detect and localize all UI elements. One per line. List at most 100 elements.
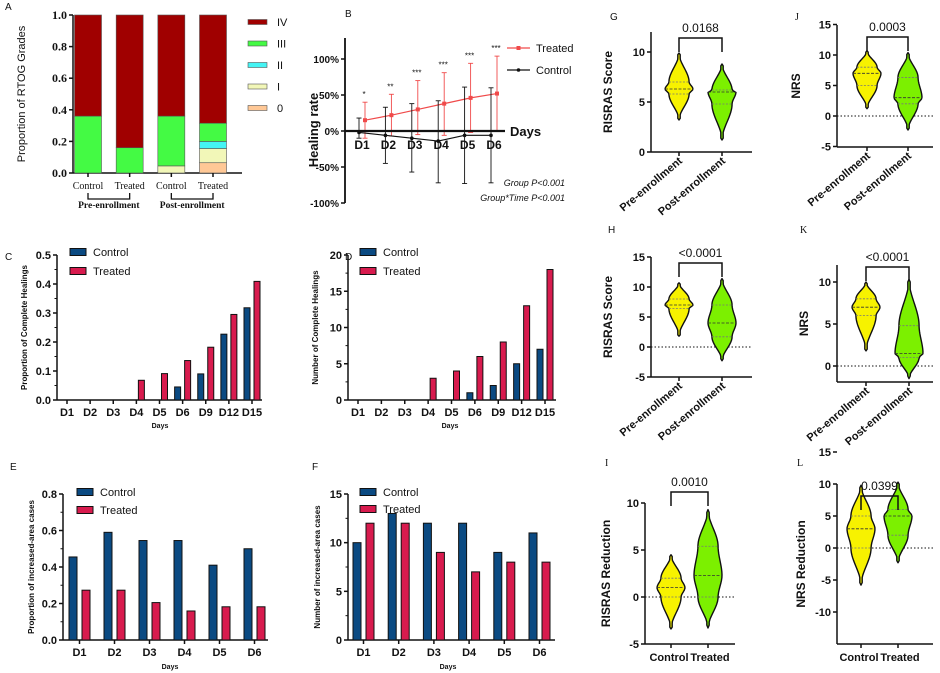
- y-tick-label: 5: [639, 312, 645, 324]
- series-line-control: [358, 131, 491, 142]
- y-tick-label: 10: [819, 479, 831, 491]
- significance-marker: ***: [439, 61, 448, 70]
- panel-letter: I: [605, 458, 608, 469]
- y-tick-label: 0.3: [36, 308, 51, 320]
- y-axis-label: NRS: [789, 73, 803, 98]
- p-value-label: 0.0003: [869, 20, 906, 34]
- y-tick-label: -50%: [316, 163, 339, 174]
- y-tick-label: -5: [821, 142, 831, 154]
- legend-swatch: [247, 40, 268, 47]
- bar-control: [489, 385, 497, 401]
- legend-swatch: [247, 62, 268, 68]
- group-bracket: [87, 193, 131, 200]
- data-point: [436, 139, 441, 143]
- significance-bracket: [670, 491, 709, 506]
- y-tick-label: 0.5: [36, 250, 51, 262]
- bar-treated: [365, 522, 375, 641]
- panel-l: L -10 -5 0 5 10 15 NRS Reduction Control Treated 0…: [794, 447, 933, 664]
- x-tick-label: D4: [129, 407, 144, 419]
- x-tick-label: D3: [407, 138, 423, 152]
- data-point: [415, 107, 420, 112]
- significance-bracket: [865, 266, 910, 281]
- y-tick-label: 10: [819, 277, 831, 289]
- y-axis-label: RISRAS Reduction: [599, 520, 613, 627]
- group-bracket: [170, 193, 214, 200]
- significance-bracket: [678, 37, 723, 52]
- data-point: [442, 101, 447, 106]
- bar-treated: [81, 589, 91, 641]
- y-tick-label: 15: [633, 252, 645, 264]
- y-tick-label: 0: [825, 111, 831, 123]
- x-tick-label: D5: [444, 407, 458, 419]
- bar-control: [466, 392, 474, 401]
- y-tick-label: -5: [821, 575, 831, 587]
- violin-pre: [852, 50, 882, 110]
- x-tick-label: D6: [486, 138, 502, 152]
- bar-treated: [476, 356, 484, 401]
- y-tick-label: 5: [336, 586, 342, 598]
- violin-post: [883, 481, 913, 564]
- bar-treated: [253, 280, 261, 401]
- panel-j: J-5051015NRSPre-enrollmentPost-enrollmen…: [789, 12, 933, 213]
- legend-swatch: [76, 506, 94, 514]
- bar-segment-grade-III: [157, 115, 186, 167]
- x-tick-label: D1: [72, 647, 86, 659]
- y-tick-label: 10: [330, 323, 342, 335]
- y-tick-label: 10: [627, 498, 639, 510]
- legend-label: II: [277, 60, 283, 72]
- x-tick-label: D3: [427, 647, 441, 659]
- bar-treated: [400, 522, 410, 641]
- y-tick-label: 0.0: [36, 395, 51, 407]
- y-tick-label: 5: [633, 545, 639, 557]
- significance-marker: ***: [465, 51, 474, 60]
- x-axis-label: Days: [442, 423, 459, 430]
- panel-f: F 0 5 10 15 D1 D2 D3 D4 D5 D6 Control Treated Number …: [312, 462, 555, 671]
- stat-annotation: Group P<0.001: [504, 178, 565, 188]
- bar-segment-grade-II: [199, 141, 227, 149]
- panel-letter: C: [5, 252, 12, 263]
- x-tick-label: D3: [398, 407, 412, 419]
- y-axis-label: Proportion of RTOG Grades: [16, 25, 28, 162]
- bar-treated: [151, 602, 161, 641]
- bar-control: [197, 373, 205, 401]
- violin-pre: [656, 554, 686, 630]
- y-axis-label: RISRAS Score: [601, 51, 615, 133]
- y-tick-label: 5: [825, 81, 831, 93]
- y-tick-label: 15: [330, 286, 342, 298]
- group-label: Post-enrollment: [160, 201, 226, 211]
- panel-letter: A: [5, 2, 12, 13]
- x-tick-label: D6: [176, 407, 190, 419]
- y-axis-label: NRS: [797, 311, 811, 336]
- y-tick-label: 0.2: [42, 599, 57, 611]
- violin-pre: [851, 281, 881, 352]
- violin-post: [893, 51, 923, 131]
- x-tick-label: D5: [212, 647, 226, 659]
- legend-label: Control: [536, 65, 571, 77]
- legend-label: Treated: [383, 504, 421, 516]
- y-tick-label: 0.8: [52, 40, 67, 54]
- bar-treated: [116, 589, 126, 641]
- y-tick-label: 0: [825, 543, 831, 555]
- panel-letter: L: [797, 458, 803, 469]
- y-tick-label: 1.0: [52, 8, 67, 22]
- y-tick-label: 100%: [313, 55, 339, 66]
- y-tick-label: 0.0: [42, 635, 57, 647]
- y-tick-label: 10: [819, 50, 831, 62]
- data-point: [389, 113, 394, 118]
- y-tick-label: 0.2: [52, 134, 67, 148]
- panel-letter: F: [312, 462, 318, 473]
- legend-label: Control: [383, 247, 418, 259]
- x-axis-label: Days: [440, 664, 457, 671]
- legend-label: Control: [93, 247, 128, 259]
- legend-label: III: [277, 39, 286, 51]
- y-tick-label: 0.4: [42, 562, 58, 574]
- x-tick-label: Treated: [880, 652, 919, 664]
- violin-post: [693, 508, 723, 629]
- panel-e: E 0.0 0.2 0.4 0.6 0.8 D1 D2 D3 D4 D5 D6 Control Treat…: [10, 462, 268, 671]
- x-tick-label: D4: [462, 647, 477, 659]
- y-tick-label: 50%: [319, 91, 339, 102]
- x-tick-label: D1: [354, 138, 370, 152]
- legend-marker: [516, 68, 521, 72]
